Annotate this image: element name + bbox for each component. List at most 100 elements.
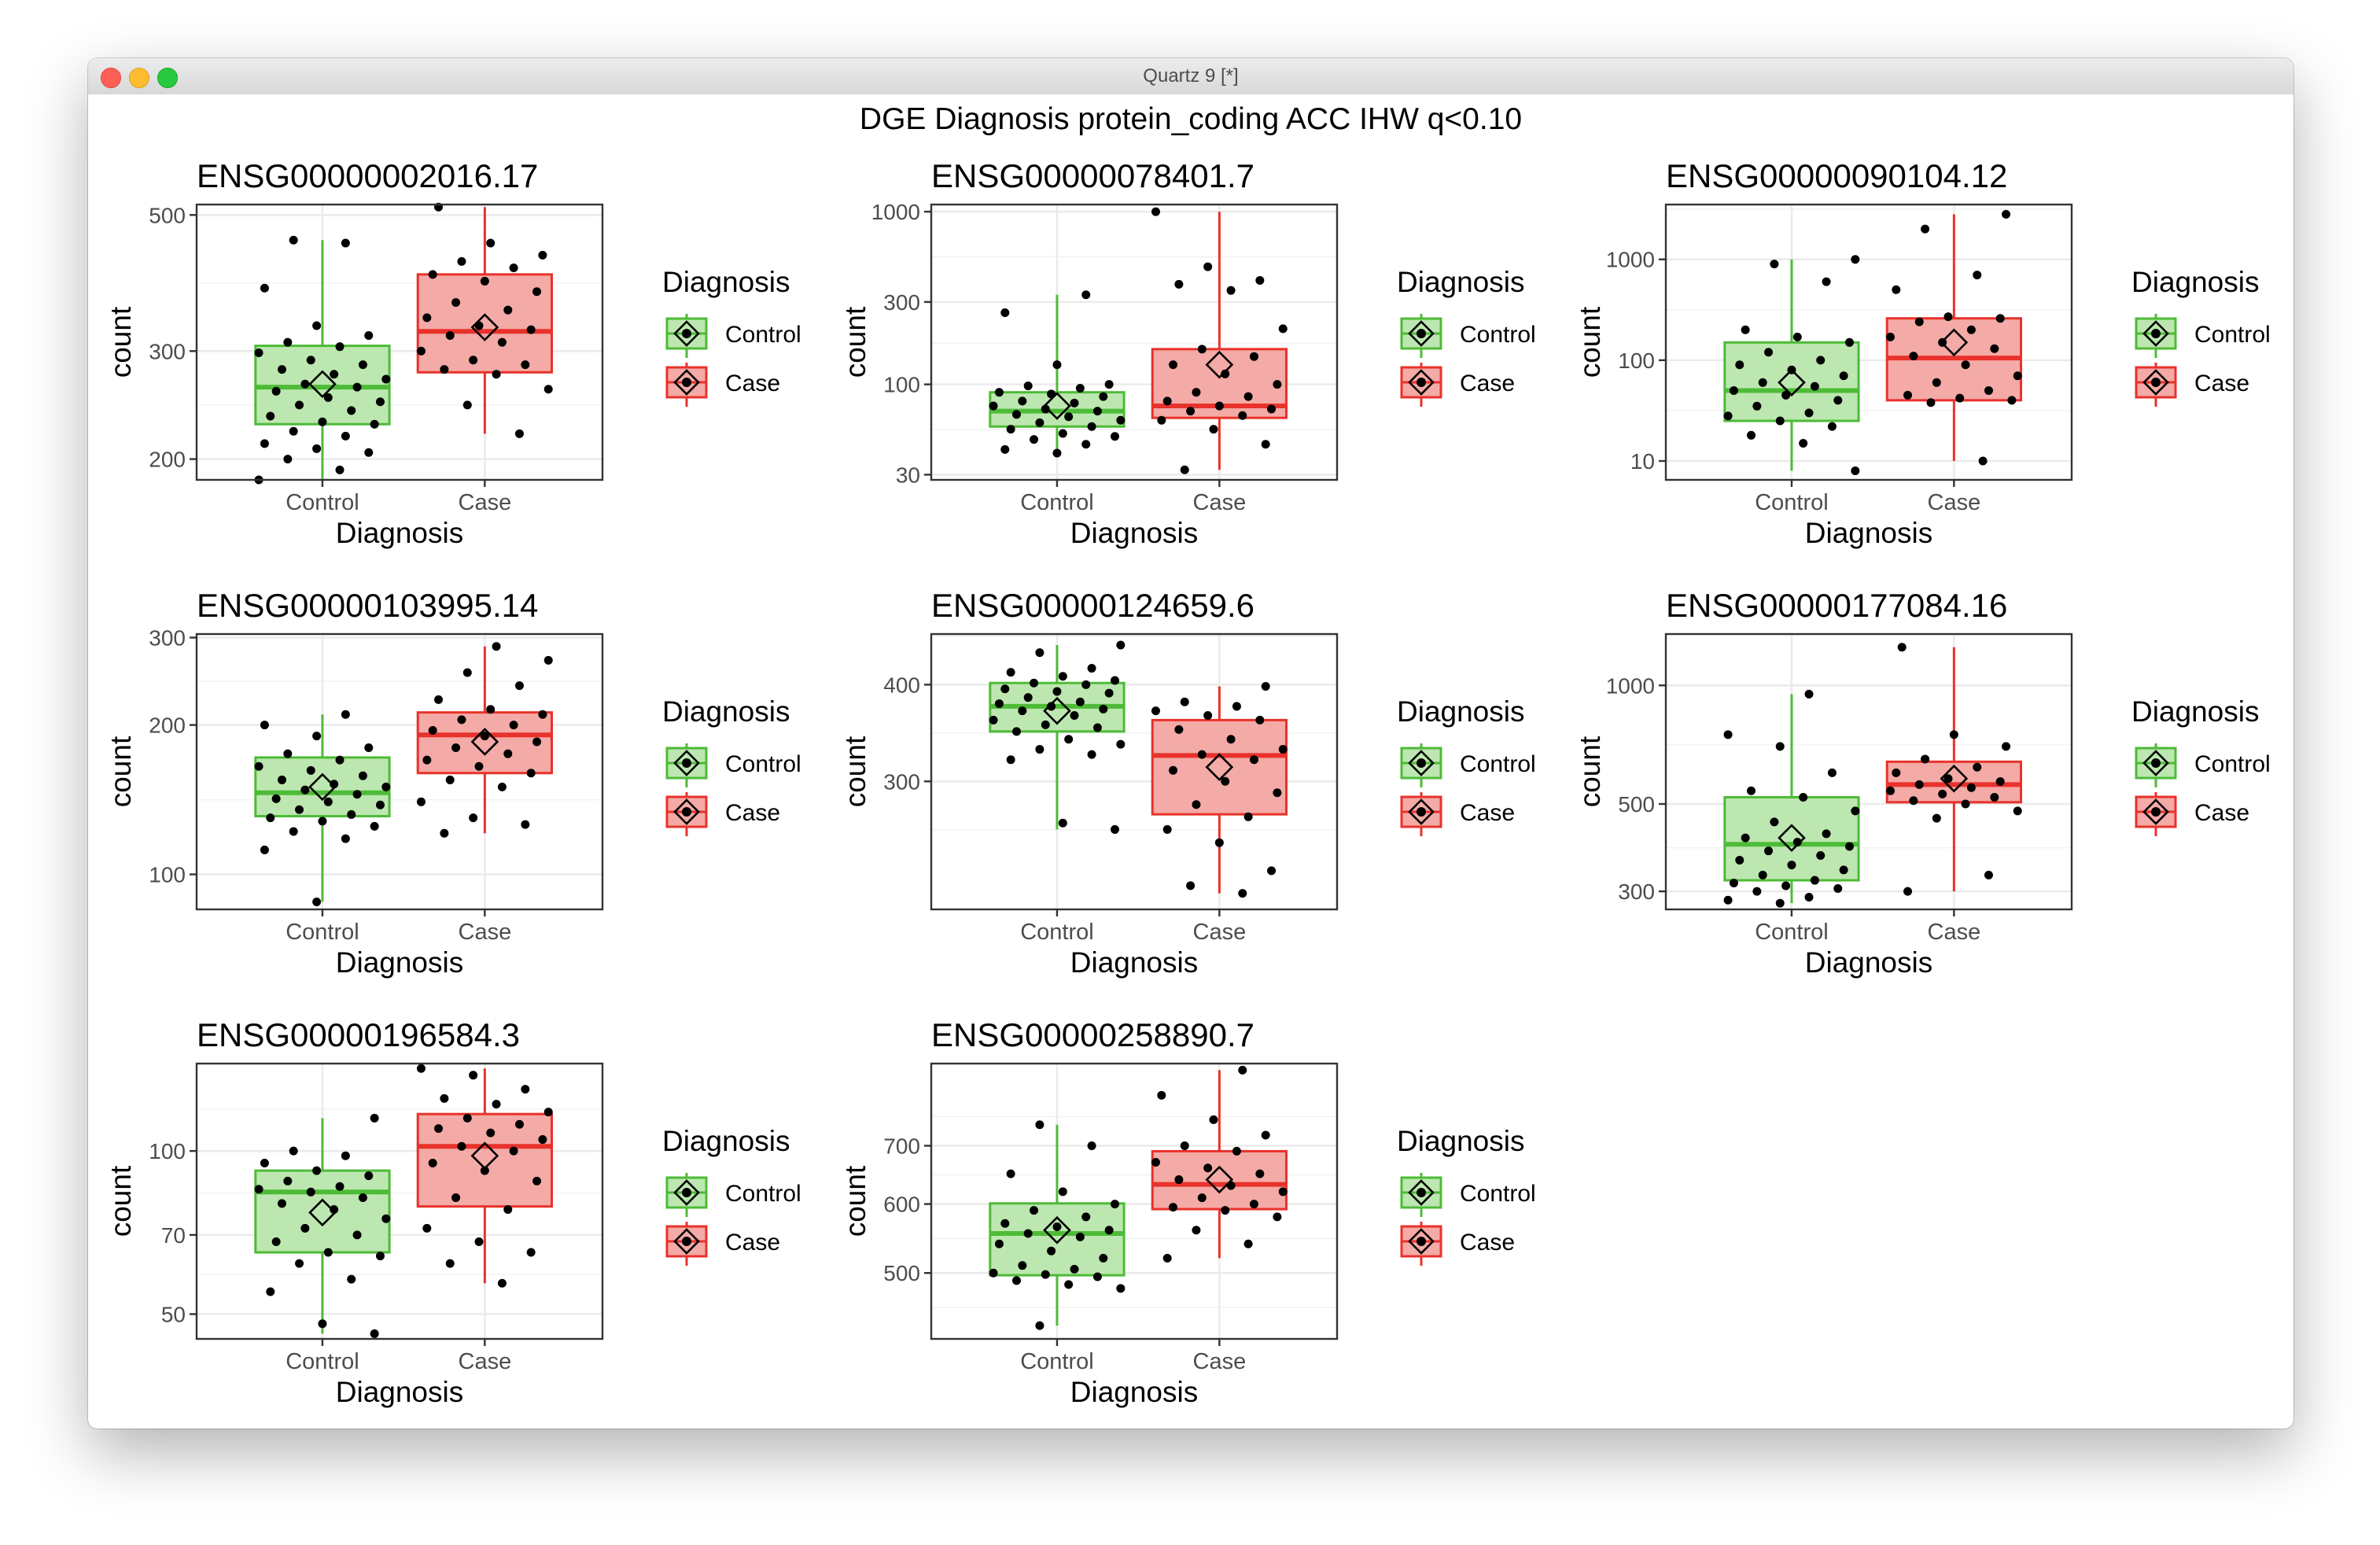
- data-point: [289, 426, 298, 436]
- x-tick-label: Control: [286, 490, 359, 515]
- data-point: [1075, 697, 1085, 706]
- y-tick-label: 300: [149, 626, 186, 651]
- legend-key-point: [2151, 758, 2161, 768]
- data-point: [1273, 788, 1282, 798]
- data-point: [1261, 1130, 1270, 1140]
- legend-key-point: [2151, 807, 2161, 817]
- data-point: [1110, 1200, 1119, 1209]
- data-point: [1035, 1321, 1044, 1330]
- data-point: [381, 374, 391, 384]
- data-point: [1995, 314, 2005, 323]
- data-point: [462, 400, 472, 410]
- data-point: [1966, 325, 1976, 334]
- mean-marker: [308, 1198, 337, 1227]
- data-point: [538, 1135, 547, 1145]
- window-titlebar[interactable]: Quartz 9 [*]: [88, 58, 2293, 95]
- legend-key-mean: [2142, 750, 2169, 776]
- legend-key-point: [1417, 758, 1426, 768]
- data-point: [532, 737, 542, 747]
- x-tick-label: Control: [1755, 490, 1829, 515]
- minimize-window-button[interactable]: [129, 68, 149, 88]
- data-point: [283, 337, 293, 347]
- data-point: [1058, 672, 1067, 681]
- data-point: [1174, 725, 1184, 734]
- data-point: [1075, 1232, 1085, 1241]
- data-point: [1943, 312, 1953, 322]
- close-window-button[interactable]: [101, 68, 121, 88]
- data-point: [306, 765, 315, 775]
- data-point: [260, 845, 269, 854]
- data-point: [1741, 325, 1750, 334]
- legend-key-mean: [673, 750, 700, 776]
- panel-border: [930, 1062, 1339, 1340]
- data-point: [445, 775, 455, 784]
- data-point: [370, 419, 379, 429]
- data-point: [1214, 838, 1224, 847]
- data-point: [543, 1108, 553, 1117]
- data-point: [1041, 720, 1050, 729]
- panel-title: ENSG00000196584.3: [197, 1016, 520, 1053]
- data-point: [1162, 396, 1172, 406]
- data-point: [1764, 846, 1774, 856]
- legend-entry-label: Case: [2194, 800, 2249, 826]
- data-point: [1758, 378, 1767, 387]
- data-point: [375, 800, 385, 809]
- x-axis-label: Diagnosis: [1805, 517, 1932, 549]
- y-tick-label: 100: [883, 373, 920, 397]
- legend-key-mean: [673, 369, 700, 396]
- data-point: [416, 1064, 426, 1073]
- data-point: [1157, 1090, 1166, 1100]
- data-point: [330, 780, 339, 789]
- data-point: [492, 370, 501, 379]
- legend-entry-label: Case: [1460, 1230, 1515, 1256]
- data-point: [358, 771, 367, 780]
- data-point: [2013, 371, 2022, 381]
- data-point: [1041, 404, 1050, 414]
- y-tick-label: 50: [161, 1302, 186, 1326]
- x-tick-label: Case: [1928, 920, 1981, 945]
- mean-marker: [1205, 350, 1234, 379]
- data-point: [1827, 768, 1837, 777]
- data-point: [254, 1185, 263, 1194]
- panel-title: ENSG00000258890.7: [931, 1016, 1254, 1053]
- data-point: [1030, 1206, 1039, 1215]
- mean-marker: [308, 772, 337, 802]
- data-point: [1151, 207, 1160, 216]
- data-point: [1087, 663, 1096, 673]
- panel-title: ENSG00000103995.14: [197, 587, 538, 624]
- mean-marker: [1205, 1165, 1234, 1194]
- data-point: [1892, 285, 1901, 294]
- panel-title: ENSG00000124659.6: [931, 587, 1254, 624]
- data-point: [1781, 390, 1791, 400]
- legend-key-point: [2151, 329, 2161, 338]
- y-tick-label: 500: [149, 203, 186, 227]
- data-point: [1752, 401, 1762, 411]
- zoom-window-button[interactable]: [157, 68, 178, 88]
- data-point: [457, 256, 466, 266]
- box-iqr: [989, 1202, 1126, 1277]
- data-point: [1186, 881, 1196, 890]
- data-point: [509, 263, 518, 272]
- y-tick-label: 600: [883, 1193, 920, 1217]
- data-point: [323, 393, 333, 402]
- panel-title: ENSG00000078401.7: [931, 157, 1254, 194]
- data-point: [260, 1158, 269, 1167]
- data-point: [318, 817, 327, 826]
- data-point: [480, 276, 489, 286]
- legend-key-point: [682, 1237, 691, 1246]
- data-point: [364, 1171, 374, 1181]
- data-point: [514, 681, 524, 691]
- data-point: [503, 1204, 513, 1214]
- data-point: [1041, 1270, 1050, 1279]
- y-tick-label: 300: [1618, 879, 1655, 904]
- y-tick-label: 300: [883, 290, 920, 315]
- data-point: [1267, 866, 1277, 876]
- data-point: [1804, 689, 1814, 699]
- data-point: [1949, 730, 1958, 739]
- panel-border: [930, 203, 1339, 481]
- data-point: [330, 1204, 339, 1214]
- data-point: [1752, 887, 1762, 896]
- data-point: [1249, 755, 1258, 765]
- data-point: [457, 715, 466, 725]
